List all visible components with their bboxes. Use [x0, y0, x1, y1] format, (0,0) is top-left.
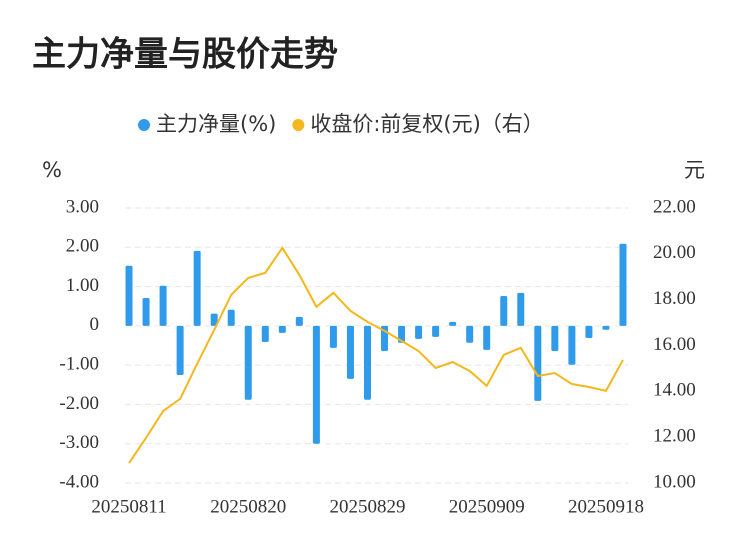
x-tick-label: 20250918 [568, 496, 644, 517]
bar [278, 325, 286, 333]
bar [398, 325, 406, 343]
bar [432, 325, 440, 337]
legend-label: 收盘价:前复权(元)（右） [310, 112, 543, 136]
y2-tick-label: 20.00 [653, 242, 696, 263]
bar [346, 325, 354, 379]
y-tick-label: 0 [90, 314, 100, 335]
bar [363, 325, 371, 400]
y-tick-label: 2.00 [66, 236, 99, 257]
bar [415, 325, 423, 339]
y2-tick-label: 12.00 [653, 426, 696, 447]
bar [210, 313, 218, 326]
y2-tick-label: 14.00 [653, 380, 696, 401]
bar [227, 309, 235, 326]
bar [483, 325, 491, 350]
bar [500, 296, 508, 326]
bar [329, 325, 337, 348]
y2-tick-label: 16.00 [653, 334, 696, 355]
y2-tick-label: 10.00 [653, 471, 696, 492]
y-tick-label: -2.00 [59, 393, 99, 414]
y2-tick-label: 22.00 [653, 196, 696, 217]
bar [125, 265, 133, 326]
y-tick-label: -1.00 [59, 354, 99, 375]
bar [449, 321, 457, 326]
bar [534, 325, 542, 401]
y-tick-label: -3.00 [59, 432, 99, 453]
y-unit: % [42, 158, 62, 182]
x-tick-label: 20250811 [91, 496, 166, 517]
bar [295, 316, 303, 326]
price-line [128, 246, 624, 464]
x-tick-label: 20250829 [329, 496, 405, 517]
bar [261, 325, 269, 342]
bar [619, 243, 627, 326]
legend-marker [292, 119, 305, 131]
bar [466, 325, 474, 343]
bar [568, 325, 576, 365]
y-tick-label: 1.00 [66, 275, 99, 296]
x-tick-label: 20250820 [210, 496, 286, 517]
x-tick-label: 20250909 [449, 496, 525, 517]
bar [585, 325, 593, 339]
bar [602, 325, 610, 330]
chart-title: 主力净量与股价走势 [32, 35, 338, 75]
bar [517, 292, 525, 326]
y2-unit: 元 [684, 158, 705, 182]
bar [159, 285, 167, 326]
bar [244, 325, 252, 400]
y-tick-label: 3.00 [66, 196, 99, 217]
bar [176, 325, 184, 375]
bar [312, 325, 320, 444]
legend-marker [138, 119, 150, 131]
bar [142, 297, 150, 326]
y2-tick-label: 18.00 [653, 288, 696, 309]
bar [193, 250, 201, 326]
bar [551, 325, 559, 351]
y-tick-label: -4.00 [59, 471, 99, 492]
legend-label: 主力净量(%) [156, 112, 276, 136]
